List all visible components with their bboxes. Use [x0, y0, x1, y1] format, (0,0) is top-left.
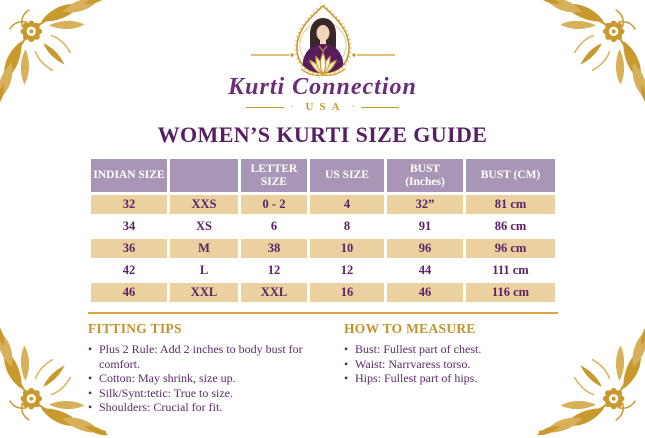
table-cell: XXL — [241, 283, 307, 302]
table-cell: 4 — [310, 195, 384, 214]
list-item: Hips: Fullest part of hips. — [344, 371, 574, 386]
brand-name: Kurti Connection — [228, 74, 417, 100]
table-cell: 6 — [241, 217, 307, 236]
how-to-measure-heading: HOW TO MEASURE — [344, 321, 476, 336]
brand-logo: Kurti Connection · USA · — [0, 3, 645, 113]
list-item: Cotton: May shrink, size up. — [88, 371, 340, 386]
list-item: Plus 2 Rule: Add 2 inches to body bust f… — [88, 342, 340, 371]
table-cell: XXS — [170, 195, 238, 214]
table-row: 34 XS 6 8 91 86 cm — [91, 217, 555, 236]
list-item: Bust: Fullest part of chest. — [344, 342, 574, 357]
page-title: WOMEN’S KURTI SIZE GUIDE — [157, 122, 488, 147]
table-cell: 10 — [310, 239, 384, 258]
table-cell: 32 — [91, 195, 167, 214]
gold-divider — [88, 312, 558, 314]
table-cell: 116 cm — [466, 283, 555, 302]
divider-line — [361, 106, 400, 108]
column-header: BUST (CM) — [466, 159, 555, 192]
table-row: 46 XXL XXL 16 46 116 cm — [91, 283, 555, 302]
table-cell: 86 cm — [466, 217, 555, 236]
fitting-tips-heading: FITTING TIPS — [88, 321, 182, 336]
divider-line — [245, 106, 284, 108]
list-item: Waist: Narrvaress torso. — [344, 357, 574, 372]
brand-country: USA — [305, 101, 346, 113]
how-to-measure-list: Bust: Fullest part of chest.Waist: Narrv… — [344, 342, 574, 386]
table-row: 36 M 38 10 96 96 cm — [91, 239, 555, 258]
table-cell: 91 — [387, 217, 463, 236]
column-header: US SIZE — [310, 159, 384, 192]
table-cell: 46 — [387, 283, 463, 302]
fitting-tips-section: FITTING TIPS Plus 2 Rule: Add 2 inches t… — [88, 321, 340, 415]
size-table-container: INDIAN SIZE LETTER SIZE US SIZE BUST (Inche… — [88, 156, 558, 305]
table-cell: 42 — [91, 261, 167, 280]
table-cell: 0 - 2 — [241, 195, 307, 214]
table-header-row: INDIAN SIZE LETTER SIZE US SIZE BUST (Inche… — [91, 159, 555, 192]
table-cell: 32” — [387, 195, 463, 214]
table-cell: 12 — [241, 261, 307, 280]
table-cell: XXL — [170, 283, 238, 302]
table-cell: XS — [170, 217, 238, 236]
table-cell: 36 — [91, 239, 167, 258]
column-header: BUST (Inches) — [387, 159, 463, 192]
dot-icon: · — [289, 101, 294, 113]
table-cell: 96 cm — [466, 239, 555, 258]
size-table: INDIAN SIZE LETTER SIZE US SIZE BUST (Inche… — [88, 156, 558, 305]
table-cell: 12 — [310, 261, 384, 280]
column-header: INDIAN SIZE — [91, 159, 167, 192]
table-cell: 8 — [310, 217, 384, 236]
table-cell: 96 — [387, 239, 463, 258]
table-row: 32 XXS 0 - 2 4 32” 81 cm — [91, 195, 555, 214]
list-item: Shoulders: Crucial for fit. — [88, 400, 340, 415]
dot-icon: · — [351, 101, 356, 113]
column-header: LETTER SIZE — [241, 159, 307, 192]
table-cell: 46 — [91, 283, 167, 302]
table-cell: 44 — [387, 261, 463, 280]
table-cell: L — [170, 261, 238, 280]
table-cell: 34 — [91, 217, 167, 236]
how-to-measure-section: HOW TO MEASURE Bust: Fullest part of che… — [344, 321, 574, 386]
table-cell: 111 cm — [466, 261, 555, 280]
logo-emblem-icon — [250, 3, 395, 76]
column-header — [170, 159, 238, 192]
table-row: 42 L 12 12 44 111 cm — [91, 261, 555, 280]
table-cell: M — [170, 239, 238, 258]
fitting-tips-list: Plus 2 Rule: Add 2 inches to body bust f… — [88, 342, 340, 415]
table-cell: 38 — [241, 239, 307, 258]
table-cell: 81 cm — [466, 195, 555, 214]
brand-country-row: · USA · — [0, 101, 645, 113]
list-item: Silk/Synt:tetic: True to size. — [88, 386, 340, 401]
table-cell: 16 — [310, 283, 384, 302]
